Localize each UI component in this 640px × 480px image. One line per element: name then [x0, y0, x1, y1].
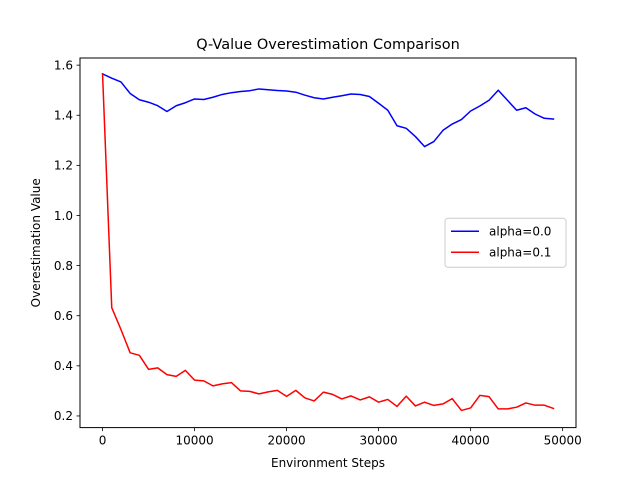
legend-label-1: alpha=0.0 — [489, 225, 551, 239]
y-axis: 0.2 0.4 0.6 0.8 1.0 1.2 1.4 1.6 — [54, 58, 80, 423]
y-tick-label: 1.6 — [54, 58, 73, 72]
x-tick-label: 20000 — [267, 434, 305, 448]
y-tick-label: 0.4 — [54, 359, 73, 373]
plot-area-frame — [79, 57, 577, 429]
y-tick-label: 1.2 — [54, 159, 73, 173]
x-tick-label: 30000 — [360, 434, 398, 448]
chart-title: Q-Value Overestimation Comparison — [196, 37, 460, 53]
x-tick-label: 50000 — [544, 434, 582, 448]
y-tick-label: 0.8 — [54, 259, 73, 273]
y-axis-label: Overestimation Value — [29, 178, 43, 307]
series-line-2 — [101, 73, 555, 412]
series-layer — [101, 72, 555, 412]
y-tick-label: 1.0 — [54, 209, 73, 223]
x-axis-label: Environment Steps — [271, 456, 385, 470]
x-tick-label: 0 — [99, 434, 107, 448]
series-line-1 — [101, 72, 555, 148]
y-tick-label: 0.6 — [54, 309, 73, 323]
x-tick-label: 40000 — [452, 434, 490, 448]
x-axis: 0 10000 20000 30000 40000 50000 — [99, 427, 582, 448]
x-tick-label: 10000 — [175, 434, 213, 448]
legend: alpha=0.0 alpha=0.1 — [444, 217, 567, 268]
y-tick-label: 0.2 — [54, 409, 73, 423]
legend-label-2: alpha=0.1 — [489, 246, 551, 260]
y-tick-label: 1.4 — [54, 109, 73, 123]
